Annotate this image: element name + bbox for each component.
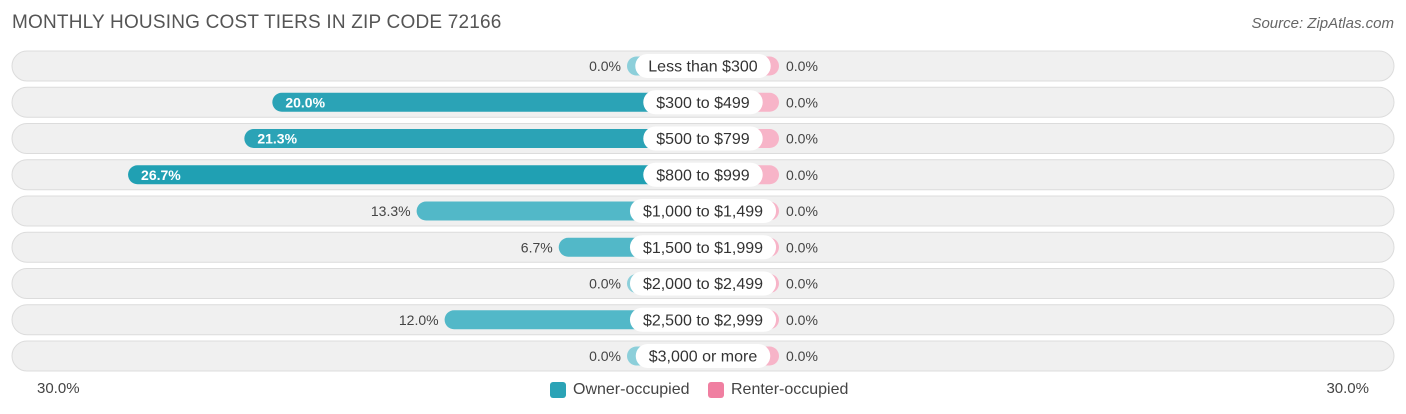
legend-label-renter: Renter-occupied bbox=[731, 381, 849, 398]
renter-value-label: 0.0% bbox=[786, 348, 818, 364]
legend: Owner-occupied Renter-occupied bbox=[0, 378, 1406, 402]
category-label: $1,500 to $1,999 bbox=[643, 240, 763, 257]
owner-value-label: 21.3% bbox=[257, 131, 297, 147]
category-label: $2,500 to $2,999 bbox=[643, 312, 763, 329]
category-label-bg bbox=[643, 162, 763, 187]
legend-swatch-renter bbox=[708, 382, 724, 398]
axis-right-label: 30.0% bbox=[1326, 380, 1369, 397]
category-label: $2,000 to $2,499 bbox=[643, 276, 763, 293]
category-label-bg bbox=[635, 344, 771, 368]
axis-left-label: 30.0% bbox=[37, 380, 80, 397]
legend-label-owner: Owner-occupied bbox=[573, 381, 690, 398]
category-label-bg bbox=[643, 90, 763, 115]
legend-item-owner: Owner-occupied bbox=[550, 378, 690, 402]
category-label-bg bbox=[629, 235, 777, 260]
owner-value-label: 12.0% bbox=[399, 312, 439, 328]
owner-value-label: 0.0% bbox=[589, 348, 621, 364]
owner-value-label: 6.7% bbox=[521, 239, 553, 255]
legend-item-renter: Renter-occupied bbox=[708, 378, 848, 402]
owner-value-label: 13.3% bbox=[371, 203, 411, 219]
category-label: $1,000 to $1,499 bbox=[643, 204, 763, 221]
renter-value-label: 0.0% bbox=[786, 312, 818, 328]
renter-value-label: 0.0% bbox=[786, 58, 818, 74]
renter-value-label: 0.0% bbox=[786, 131, 818, 147]
owner-value-label: 0.0% bbox=[589, 58, 621, 74]
category-label-bg bbox=[635, 54, 771, 78]
renter-value-label: 0.0% bbox=[786, 203, 818, 219]
chart-title: MONTHLY HOUSING COST TIERS IN ZIP CODE 7… bbox=[12, 12, 502, 33]
owner-bar bbox=[272, 92, 703, 112]
category-label: $500 to $799 bbox=[656, 131, 750, 148]
category-label-bg bbox=[629, 307, 777, 332]
category-label: $300 to $499 bbox=[656, 95, 750, 112]
renter-value-label: 0.0% bbox=[786, 276, 818, 292]
category-label-bg bbox=[643, 126, 763, 151]
owner-value-label: 0.0% bbox=[589, 276, 621, 292]
renter-value-label: 0.0% bbox=[786, 94, 818, 110]
renter-value-label: 0.0% bbox=[786, 239, 818, 255]
renter-value-label: 0.0% bbox=[786, 167, 818, 183]
owner-bar bbox=[244, 129, 703, 148]
owner-value-label: 20.0% bbox=[285, 94, 325, 110]
category-label-bg bbox=[629, 271, 777, 296]
category-label: $800 to $999 bbox=[656, 167, 750, 184]
category-label-bg bbox=[629, 199, 777, 223]
owner-bar bbox=[128, 165, 703, 185]
owner-value-label: 26.7% bbox=[141, 167, 181, 183]
legend-swatch-owner bbox=[550, 382, 566, 398]
source-label: Source: ZipAtlas.com bbox=[1251, 15, 1394, 32]
category-label: $3,000 or more bbox=[649, 349, 758, 366]
category-label: Less than $300 bbox=[648, 59, 758, 76]
